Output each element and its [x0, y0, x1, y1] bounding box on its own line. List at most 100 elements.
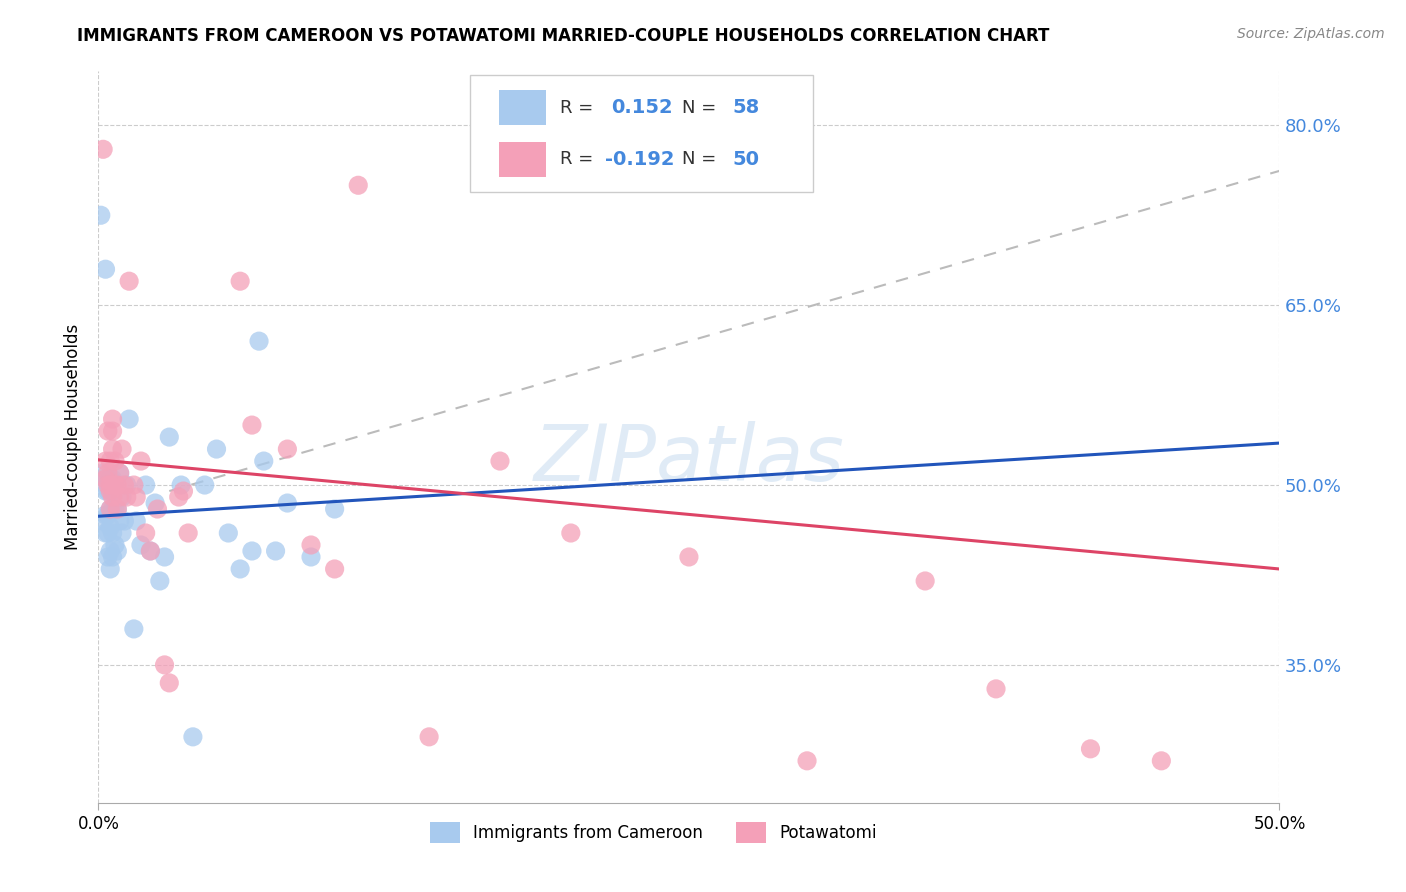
- Point: [139, 544, 162, 558]
- Point: [347, 178, 370, 193]
- Point: [108, 490, 131, 504]
- Point: [97, 478, 120, 492]
- Point: [101, 526, 124, 541]
- Point: [105, 544, 128, 558]
- Point: [101, 412, 124, 426]
- Point: [94, 526, 117, 541]
- Point: [135, 526, 157, 541]
- Point: [94, 508, 117, 522]
- Point: [118, 412, 141, 426]
- FancyBboxPatch shape: [471, 75, 813, 192]
- Point: [229, 562, 252, 576]
- Point: [111, 442, 134, 456]
- Text: 0.152: 0.152: [612, 98, 672, 118]
- Point: [153, 549, 176, 564]
- Point: [101, 442, 124, 456]
- Text: 50: 50: [733, 150, 759, 169]
- Point: [98, 472, 121, 486]
- Point: [157, 430, 180, 444]
- Point: [94, 472, 117, 486]
- Point: [240, 544, 263, 558]
- Point: [125, 514, 148, 528]
- Point: [97, 549, 120, 564]
- Point: [170, 478, 193, 492]
- Text: R =: R =: [560, 99, 599, 117]
- Point: [323, 502, 346, 516]
- Point: [1150, 754, 1173, 768]
- Text: N =: N =: [682, 99, 716, 117]
- Point: [108, 514, 131, 528]
- Point: [104, 538, 127, 552]
- Point: [299, 538, 322, 552]
- Y-axis label: Married-couple Households: Married-couple Households: [63, 324, 82, 550]
- Point: [97, 472, 120, 486]
- Point: [98, 478, 121, 492]
- Point: [104, 478, 127, 492]
- Point: [97, 466, 120, 480]
- Point: [157, 676, 180, 690]
- Point: [118, 274, 141, 288]
- Point: [97, 424, 120, 438]
- Point: [94, 472, 117, 486]
- Point: [111, 526, 134, 541]
- Point: [418, 730, 440, 744]
- Point: [167, 490, 190, 504]
- Point: [115, 490, 138, 504]
- Text: -0.192: -0.192: [605, 150, 675, 169]
- Point: [489, 454, 512, 468]
- Point: [253, 454, 276, 468]
- Point: [217, 526, 239, 541]
- Point: [177, 526, 200, 541]
- Point: [104, 502, 127, 516]
- Point: [276, 442, 298, 456]
- Point: [101, 472, 124, 486]
- Point: [91, 466, 114, 480]
- Point: [98, 562, 121, 576]
- Point: [264, 544, 287, 558]
- Point: [323, 562, 346, 576]
- FancyBboxPatch shape: [499, 90, 546, 126]
- Point: [112, 478, 135, 492]
- Point: [149, 574, 172, 588]
- Point: [90, 208, 112, 222]
- Point: [153, 657, 176, 672]
- Text: IMMIGRANTS FROM CAMEROON VS POTAWATOMI MARRIED-COUPLE HOUSEHOLDS CORRELATION CHA: IMMIGRANTS FROM CAMEROON VS POTAWATOMI M…: [77, 27, 1050, 45]
- Point: [98, 502, 121, 516]
- Text: N =: N =: [682, 150, 716, 168]
- Legend: Immigrants from Cameroon, Potawatomi: Immigrants from Cameroon, Potawatomi: [423, 815, 884, 849]
- Point: [205, 442, 228, 456]
- Point: [105, 502, 128, 516]
- Point: [101, 549, 124, 564]
- Point: [122, 478, 145, 492]
- Point: [247, 334, 270, 348]
- Point: [98, 520, 121, 534]
- Point: [98, 502, 121, 516]
- Point: [240, 418, 263, 433]
- Point: [129, 538, 152, 552]
- Point: [105, 478, 128, 492]
- Point: [276, 496, 298, 510]
- Point: [97, 508, 120, 522]
- Point: [796, 754, 818, 768]
- Point: [91, 142, 114, 156]
- Text: 58: 58: [733, 98, 759, 118]
- Point: [146, 502, 169, 516]
- Point: [129, 454, 152, 468]
- Point: [143, 496, 166, 510]
- Point: [112, 514, 135, 528]
- Point: [914, 574, 936, 588]
- Point: [94, 454, 117, 468]
- Point: [101, 483, 124, 498]
- Point: [299, 549, 322, 564]
- Point: [101, 424, 124, 438]
- Point: [125, 490, 148, 504]
- Point: [97, 526, 120, 541]
- Point: [91, 514, 114, 528]
- Point: [98, 544, 121, 558]
- Point: [229, 274, 252, 288]
- Point: [108, 466, 131, 480]
- FancyBboxPatch shape: [499, 142, 546, 177]
- Point: [181, 730, 204, 744]
- Point: [560, 526, 582, 541]
- Point: [108, 466, 131, 480]
